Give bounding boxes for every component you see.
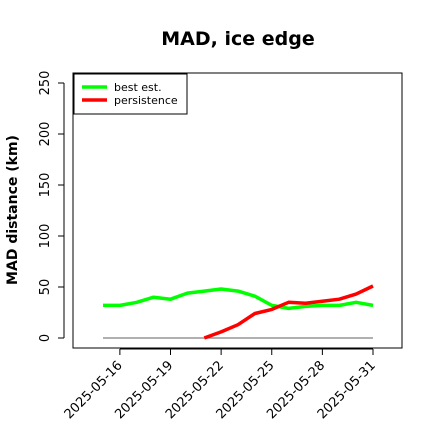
y-axis: 0 50 100 150 200 250 [38,71,65,342]
y-tick-label: 250 [38,71,53,96]
legend-box [73,73,188,115]
legend: best est.persistence [73,73,188,115]
legend-label-2: persistence [114,94,178,107]
y-tick-label: 0 [38,334,53,342]
plot-frame [72,72,403,349]
x-axis: 2025-05-162025-05-192025-05-222025-05-25… [62,348,379,422]
y-tick-label: 150 [38,173,53,198]
y-tick-label: 100 [38,224,53,249]
series-line-2 [203,284,374,340]
series-line-1 [103,287,374,311]
chart-title: MAD, ice edge [161,28,314,50]
y-tick-label: 200 [38,122,53,147]
y-tick-label: 50 [38,279,53,296]
legend-label-1: best est. [114,81,162,94]
y-axis-label: MAD distance (km) [5,135,21,285]
series-layer [103,284,374,340]
